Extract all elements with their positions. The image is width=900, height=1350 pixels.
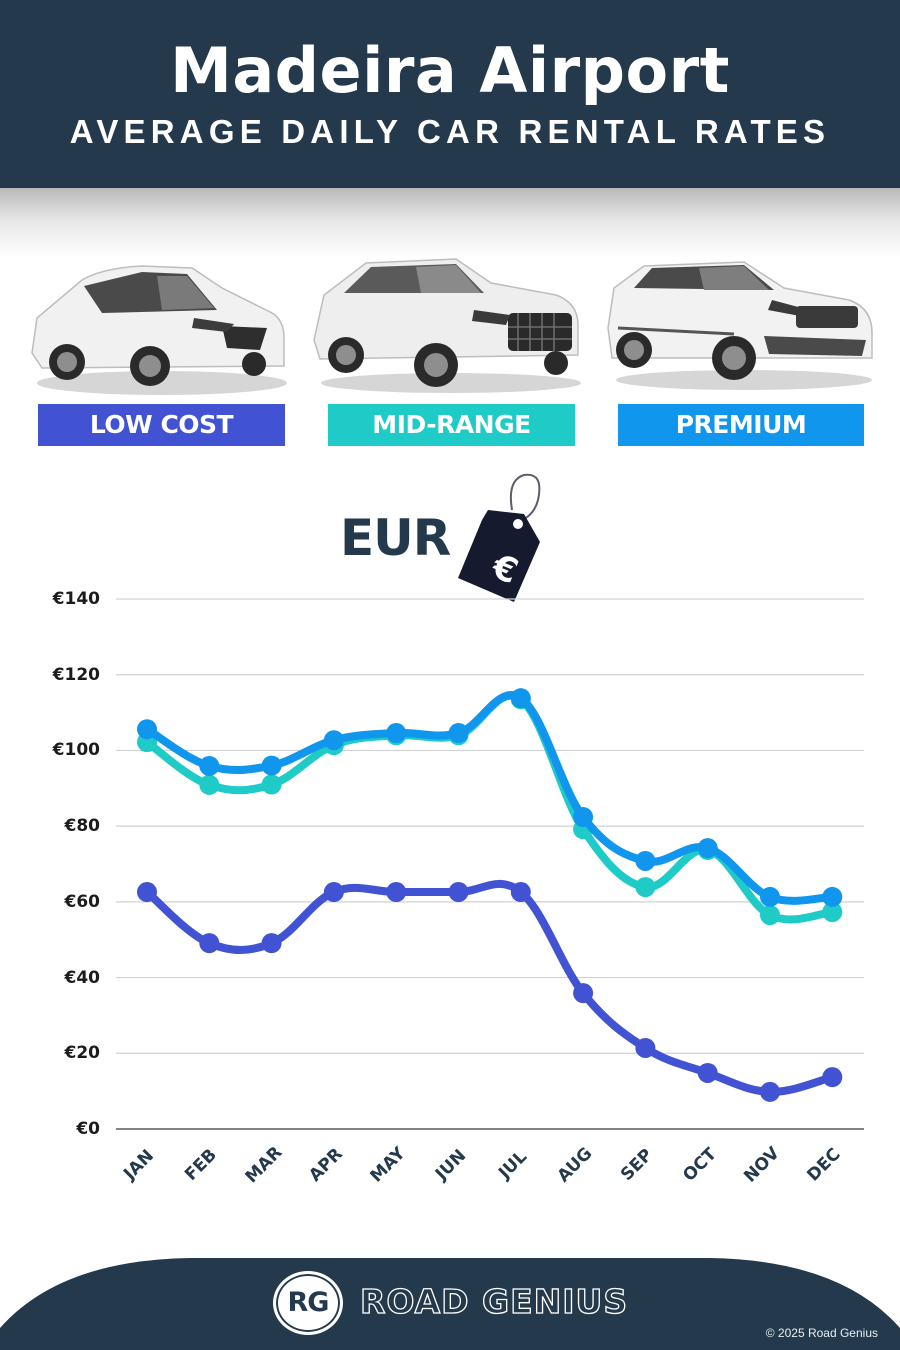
data-point — [199, 774, 220, 795]
y-axis-tick-label: €120 — [52, 664, 100, 685]
data-point — [386, 723, 407, 744]
data-point — [573, 983, 594, 1004]
header-banner: Madeira Airport AVERAGE DAILY CAR RENTAL… — [0, 0, 900, 188]
data-point — [822, 1067, 843, 1088]
data-point — [323, 730, 344, 751]
compact-suv-car-icon — [306, 255, 586, 395]
luxury-suv-car-icon — [604, 258, 876, 392]
data-point — [760, 886, 780, 907]
data-point — [510, 688, 531, 709]
y-axis-tick-label: €100 — [52, 740, 100, 761]
y-axis-tick-label: €40 — [64, 967, 101, 988]
currency-label: EUR — [340, 509, 451, 567]
y-axis-tick-label: €60 — [64, 891, 101, 912]
y-axis-tick-label: €20 — [64, 1043, 101, 1064]
chart-plot-area — [116, 598, 864, 1130]
data-point — [697, 838, 718, 859]
price-tag-euro-icon: € — [452, 470, 552, 610]
data-point — [760, 1081, 780, 1102]
series-premium — [137, 688, 843, 907]
page-title: Madeira Airport — [170, 34, 730, 107]
data-point — [261, 755, 282, 776]
header-shadow — [0, 188, 900, 258]
category-label-low-cost: LOW COST — [38, 404, 285, 446]
hatchback-car-icon — [22, 258, 292, 398]
data-point — [822, 902, 843, 923]
data-point — [261, 933, 282, 954]
data-point — [573, 807, 594, 828]
footer-banner — [0, 1256, 900, 1350]
data-point — [822, 886, 843, 907]
data-point — [137, 719, 157, 740]
data-point — [635, 850, 656, 871]
data-point — [635, 877, 656, 898]
y-axis-tick-label: €0 — [76, 1119, 100, 1139]
page-subtitle: AVERAGE DAILY CAR RENTAL RATES — [69, 113, 831, 150]
copyright-text: © 2025 Road Genius — [765, 1326, 878, 1340]
data-point — [448, 882, 469, 903]
y-axis-tick-label: €140 — [52, 589, 100, 609]
data-point — [448, 723, 469, 744]
category-label-mid-range: MID-RANGE — [328, 404, 575, 446]
road-genius-logo: RG — [273, 1271, 343, 1335]
brand-name: ROAD GENIUS — [359, 1281, 629, 1321]
data-point — [199, 755, 220, 776]
data-point — [760, 905, 780, 926]
series-low-cost — [137, 879, 843, 1102]
data-point — [137, 882, 157, 903]
data-point — [635, 1037, 656, 1058]
data-point — [697, 1062, 718, 1083]
data-point — [386, 882, 407, 903]
data-point — [199, 933, 220, 954]
category-label-premium: PREMIUM — [618, 404, 864, 446]
series-mid-range — [137, 689, 843, 926]
data-point — [323, 882, 344, 903]
data-point — [261, 774, 282, 795]
y-axis-tick-label: €80 — [64, 816, 101, 837]
line-chart: €0 €20 €40 €60 €80 €100 €120 €140 JAN FEB MAR APR M… — [0, 580, 900, 1220]
data-point — [510, 882, 531, 903]
